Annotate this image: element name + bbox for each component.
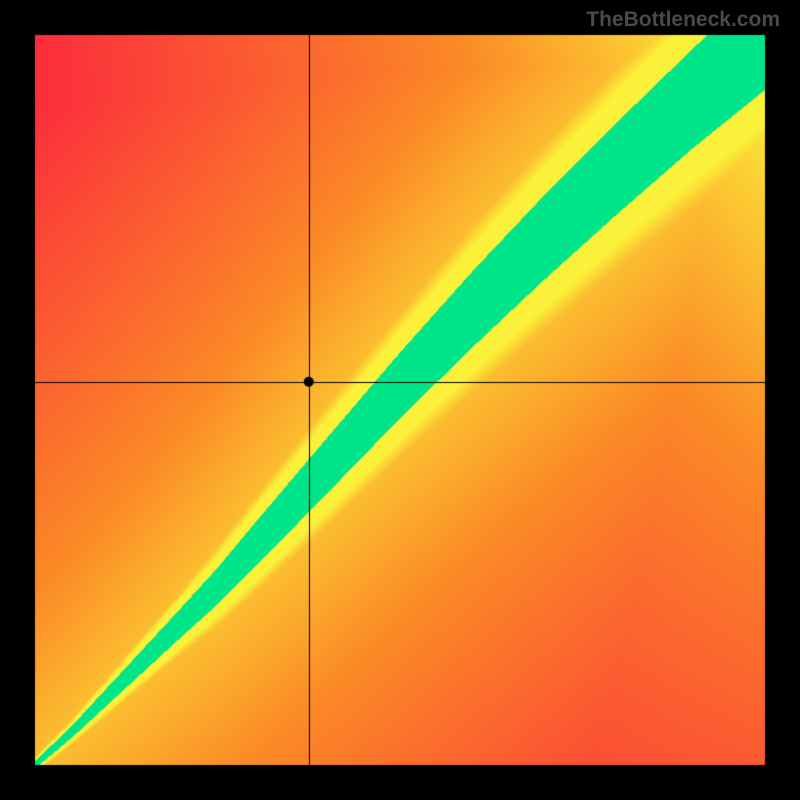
bottleneck-heatmap — [0, 0, 800, 800]
attribution-text: TheBottleneck.com — [586, 8, 780, 32]
chart-container: TheBottleneck.com — [0, 0, 800, 800]
